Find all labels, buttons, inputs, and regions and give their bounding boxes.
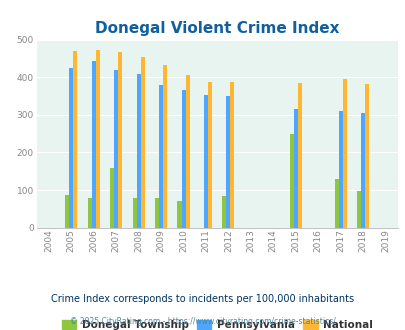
Bar: [65, 195, 69, 228]
Bar: [73, 51, 77, 228]
Legend: Donegal Township, Pennsylvania, National: Donegal Township, Pennsylvania, National: [58, 316, 376, 330]
Bar: [334, 179, 338, 228]
Bar: [230, 82, 234, 228]
Bar: [360, 113, 364, 228]
Bar: [226, 96, 230, 228]
Bar: [297, 83, 301, 228]
Text: © 2025 CityRating.com - https://www.cityrating.com/crime-statistics/: © 2025 CityRating.com - https://www.city…: [70, 317, 335, 326]
Bar: [92, 61, 96, 228]
Bar: [222, 196, 226, 228]
Bar: [356, 191, 360, 228]
Bar: [163, 65, 167, 228]
Bar: [177, 201, 181, 228]
Bar: [132, 198, 136, 228]
Bar: [289, 134, 293, 228]
Bar: [136, 74, 140, 228]
Bar: [364, 84, 368, 228]
Bar: [155, 198, 159, 228]
Bar: [96, 50, 100, 228]
Bar: [140, 56, 144, 228]
Bar: [185, 75, 189, 228]
Bar: [181, 90, 185, 228]
Bar: [207, 82, 211, 228]
Bar: [293, 109, 297, 228]
Text: Crime Index corresponds to incidents per 100,000 inhabitants: Crime Index corresponds to incidents per…: [51, 294, 354, 304]
Title: Donegal Violent Crime Index: Donegal Violent Crime Index: [95, 21, 339, 36]
Bar: [87, 198, 92, 228]
Bar: [69, 68, 73, 228]
Bar: [203, 94, 207, 228]
Bar: [159, 85, 163, 228]
Bar: [342, 80, 346, 228]
Bar: [338, 111, 342, 228]
Bar: [118, 51, 122, 228]
Bar: [114, 70, 118, 228]
Bar: [110, 168, 114, 228]
